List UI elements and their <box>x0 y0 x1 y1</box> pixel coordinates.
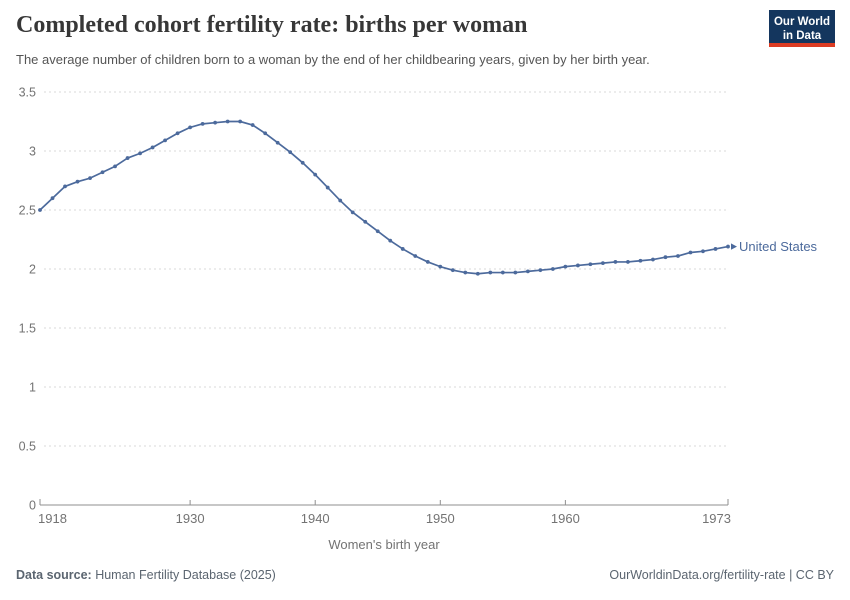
data-point[interactable] <box>513 270 518 275</box>
data-point[interactable] <box>325 185 330 190</box>
data-point[interactable] <box>663 255 668 260</box>
data-point[interactable] <box>713 247 718 251</box>
data-point[interactable] <box>450 268 455 273</box>
y-tick-label: 2.5 <box>19 204 36 218</box>
data-point[interactable] <box>300 160 305 165</box>
owid-logo[interactable]: Our World in Data <box>769 10 835 47</box>
data-point[interactable] <box>338 198 343 203</box>
data-point[interactable] <box>200 121 205 126</box>
data-point[interactable] <box>150 145 155 150</box>
data-point[interactable] <box>138 151 142 156</box>
series-line[interactable] <box>39 120 729 275</box>
attribution-link[interactable]: OurWorldinData.org/fertility-rate | CC B… <box>609 568 834 582</box>
data-point[interactable] <box>638 258 643 263</box>
data-source: Data source: Human Fertility Database (2… <box>16 568 276 582</box>
data-point[interactable] <box>75 179 80 184</box>
data-point[interactable] <box>100 170 105 175</box>
data-point[interactable] <box>388 238 393 243</box>
data-point[interactable] <box>463 270 468 275</box>
data-point[interactable] <box>250 123 255 127</box>
page-title: Completed cohort fertility rate: births … <box>16 12 528 38</box>
data-point[interactable] <box>525 269 530 274</box>
y-tick-label: 2 <box>29 263 36 277</box>
data-point[interactable] <box>701 249 705 254</box>
data-point[interactable] <box>263 131 268 136</box>
data-point[interactable] <box>375 229 380 234</box>
data-point[interactable] <box>113 164 117 169</box>
data-point[interactable] <box>313 172 318 177</box>
data-point[interactable] <box>575 263 580 268</box>
data-point[interactable] <box>88 176 92 181</box>
y-tick-label: 0 <box>29 499 36 513</box>
y-tick-label: 1 <box>29 381 36 395</box>
data-point[interactable] <box>350 210 355 215</box>
data-point[interactable] <box>613 260 618 264</box>
data-point[interactable] <box>188 125 193 130</box>
data-point[interactable] <box>688 250 693 255</box>
line-end-arrow-icon <box>731 243 737 250</box>
data-point[interactable] <box>538 268 543 273</box>
x-axis-title: Women's birth year <box>328 537 440 552</box>
chart-footer: Data source: Human Fertility Database (2… <box>16 568 834 582</box>
data-point[interactable] <box>500 270 505 275</box>
data-point[interactable] <box>626 260 630 264</box>
chart-subtitle: The average number of children born to a… <box>16 52 650 67</box>
y-tick-label: 0.5 <box>19 440 36 454</box>
data-point[interactable] <box>163 138 167 143</box>
data-point[interactable] <box>275 140 280 145</box>
data-point[interactable] <box>238 119 243 124</box>
data-point[interactable] <box>651 257 655 262</box>
data-point[interactable] <box>288 150 293 155</box>
data-point[interactable] <box>400 247 405 251</box>
data-point[interactable] <box>363 219 368 224</box>
y-tick-label: 1.5 <box>19 322 36 336</box>
x-tick-label: 1930 <box>176 511 205 526</box>
data-point[interactable] <box>601 261 605 265</box>
x-tick-label: 1940 <box>301 511 330 526</box>
data-point[interactable] <box>413 254 418 258</box>
x-tick-label: 1960 <box>551 511 580 526</box>
x-tick-label: 1918 <box>38 511 67 526</box>
data-point[interactable] <box>38 208 42 212</box>
data-source-label: Data source: <box>16 568 92 582</box>
data-point[interactable] <box>50 196 55 201</box>
data-point[interactable] <box>563 264 568 269</box>
owid-logo-line1: Our World <box>773 16 830 28</box>
data-point[interactable] <box>425 260 430 264</box>
data-point[interactable] <box>676 254 680 258</box>
y-tick-label: 3 <box>29 145 36 159</box>
data-point[interactable] <box>213 120 218 125</box>
x-tick-label: 1973 <box>702 511 731 526</box>
data-point[interactable] <box>225 119 230 124</box>
data-point[interactable] <box>550 267 555 271</box>
series-label-united-states[interactable]: United States <box>739 239 818 254</box>
data-source-value: Human Fertility Database (2025) <box>91 568 276 582</box>
x-tick-label: 1950 <box>426 511 455 526</box>
data-point[interactable] <box>588 262 593 267</box>
data-point[interactable] <box>726 244 730 249</box>
data-point[interactable] <box>488 270 493 275</box>
data-point[interactable] <box>475 271 480 276</box>
owid-logo-line2: in Data <box>782 30 822 42</box>
data-point[interactable] <box>438 264 443 269</box>
data-point[interactable] <box>175 131 180 136</box>
fertility-line-chart: 0 0.5 1 1.5 2 2.5 3 3.5 1918 1930 1940 1950 1960 1973… <box>19 86 818 553</box>
data-point[interactable] <box>63 184 67 189</box>
data-point[interactable] <box>125 156 130 160</box>
y-tick-label: 3.5 <box>19 86 36 100</box>
